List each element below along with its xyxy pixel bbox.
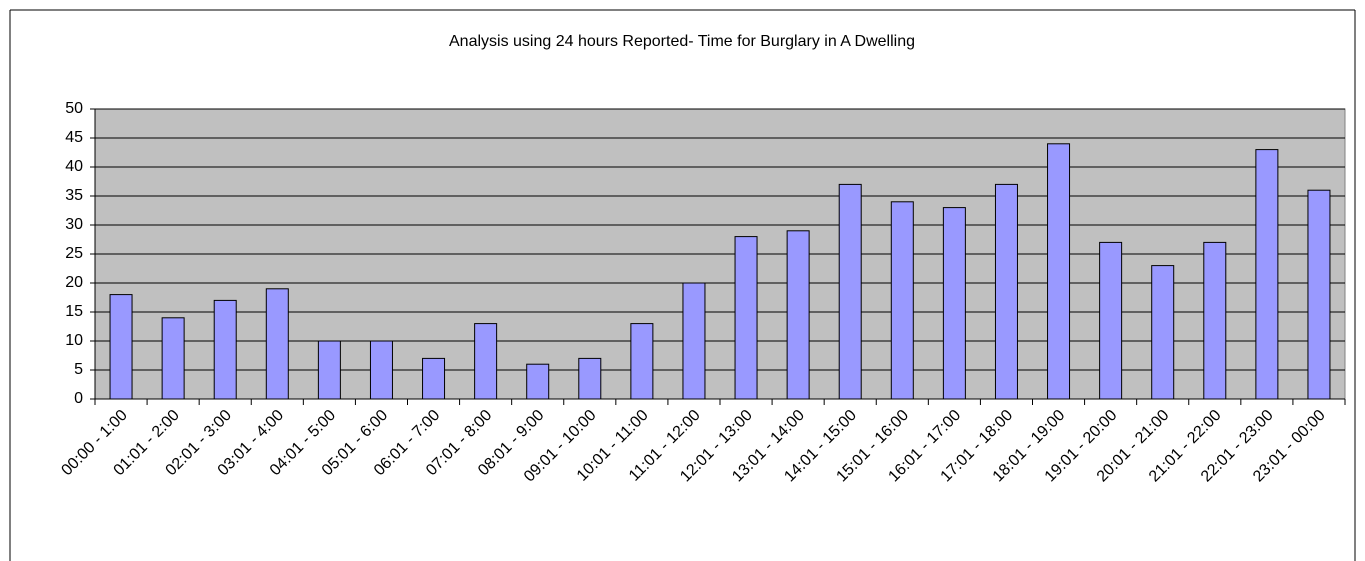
bar [317, 340, 341, 400]
bar [578, 357, 602, 400]
bar [1047, 143, 1071, 400]
y-tick-label: 10 [65, 332, 83, 349]
y-tick-label: 25 [65, 245, 83, 262]
y-tick-label: 50 [65, 100, 83, 117]
bar [786, 230, 810, 400]
bar [1307, 189, 1331, 400]
y-tick-label: 30 [65, 216, 83, 233]
y-tick-label: 15 [65, 303, 83, 320]
bar [682, 282, 706, 400]
bar [474, 323, 498, 400]
bar [1099, 241, 1123, 400]
y-tick-label: 40 [65, 158, 83, 175]
bar [1255, 149, 1279, 400]
bar [422, 357, 446, 400]
bar [734, 236, 758, 400]
bar [265, 288, 289, 400]
bar [213, 299, 237, 400]
bar [994, 183, 1018, 400]
chart-title: Analysis using 24 hours Reported- Time f… [449, 33, 915, 50]
bar [161, 317, 185, 400]
bar [630, 323, 654, 400]
bar [526, 363, 550, 400]
bar [109, 294, 133, 400]
y-tick-label: 45 [65, 129, 83, 146]
bar [1203, 241, 1227, 400]
y-tick-label: 5 [74, 361, 83, 378]
bar [369, 340, 393, 400]
bar [1151, 265, 1175, 400]
bar [942, 207, 966, 400]
bar [838, 183, 862, 400]
y-tick-label: 20 [65, 274, 83, 291]
y-tick-label: 0 [74, 390, 83, 407]
bar [890, 201, 914, 400]
y-tick-label: 35 [65, 187, 83, 204]
